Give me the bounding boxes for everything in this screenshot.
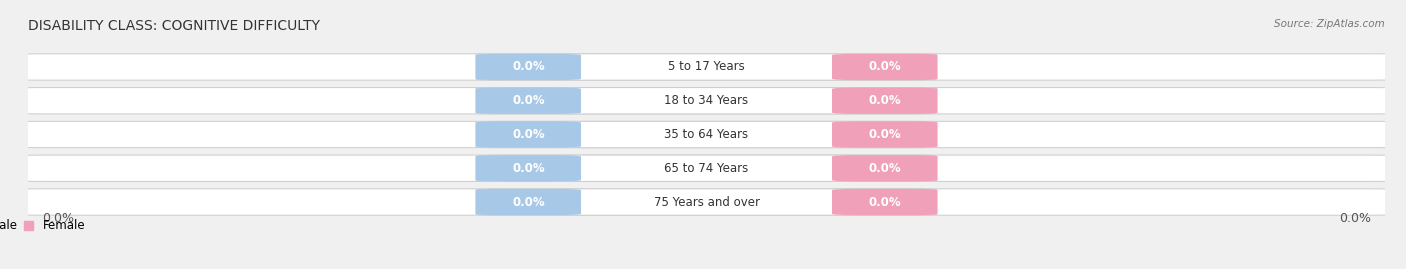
FancyBboxPatch shape: [832, 54, 938, 80]
FancyBboxPatch shape: [14, 88, 1399, 114]
FancyBboxPatch shape: [832, 155, 938, 181]
Text: 0.0%: 0.0%: [512, 196, 544, 208]
FancyBboxPatch shape: [475, 189, 938, 215]
Legend: Male, Female: Male, Female: [0, 215, 90, 237]
FancyBboxPatch shape: [475, 155, 938, 181]
FancyBboxPatch shape: [832, 121, 938, 148]
Text: 0.0%: 0.0%: [869, 128, 901, 141]
Text: 0.0%: 0.0%: [512, 128, 544, 141]
Text: 0.0%: 0.0%: [869, 61, 901, 73]
Text: 35 to 64 Years: 35 to 64 Years: [665, 128, 748, 141]
Text: 75 Years and over: 75 Years and over: [654, 196, 759, 208]
FancyBboxPatch shape: [475, 189, 581, 215]
FancyBboxPatch shape: [832, 189, 938, 215]
FancyBboxPatch shape: [14, 155, 1399, 181]
Text: 0.0%: 0.0%: [869, 162, 901, 175]
FancyBboxPatch shape: [475, 54, 581, 80]
FancyBboxPatch shape: [14, 121, 1399, 148]
FancyBboxPatch shape: [475, 54, 938, 80]
FancyBboxPatch shape: [832, 88, 938, 114]
FancyBboxPatch shape: [14, 54, 1399, 80]
FancyBboxPatch shape: [14, 189, 1399, 215]
Text: 18 to 34 Years: 18 to 34 Years: [665, 94, 748, 107]
FancyBboxPatch shape: [475, 155, 581, 181]
Text: 0.0%: 0.0%: [512, 162, 544, 175]
FancyBboxPatch shape: [475, 121, 938, 148]
FancyBboxPatch shape: [475, 88, 581, 114]
Text: 65 to 74 Years: 65 to 74 Years: [665, 162, 748, 175]
FancyBboxPatch shape: [475, 121, 581, 148]
Text: 0.0%: 0.0%: [512, 61, 544, 73]
FancyBboxPatch shape: [475, 88, 938, 114]
Text: 5 to 17 Years: 5 to 17 Years: [668, 61, 745, 73]
Text: 0.0%: 0.0%: [869, 94, 901, 107]
Text: 0.0%: 0.0%: [869, 196, 901, 208]
Text: 0.0%: 0.0%: [42, 212, 73, 225]
Text: 0.0%: 0.0%: [512, 94, 544, 107]
Text: Source: ZipAtlas.com: Source: ZipAtlas.com: [1274, 19, 1385, 29]
Text: DISABILITY CLASS: COGNITIVE DIFFICULTY: DISABILITY CLASS: COGNITIVE DIFFICULTY: [28, 19, 321, 33]
Text: 0.0%: 0.0%: [1340, 212, 1371, 225]
